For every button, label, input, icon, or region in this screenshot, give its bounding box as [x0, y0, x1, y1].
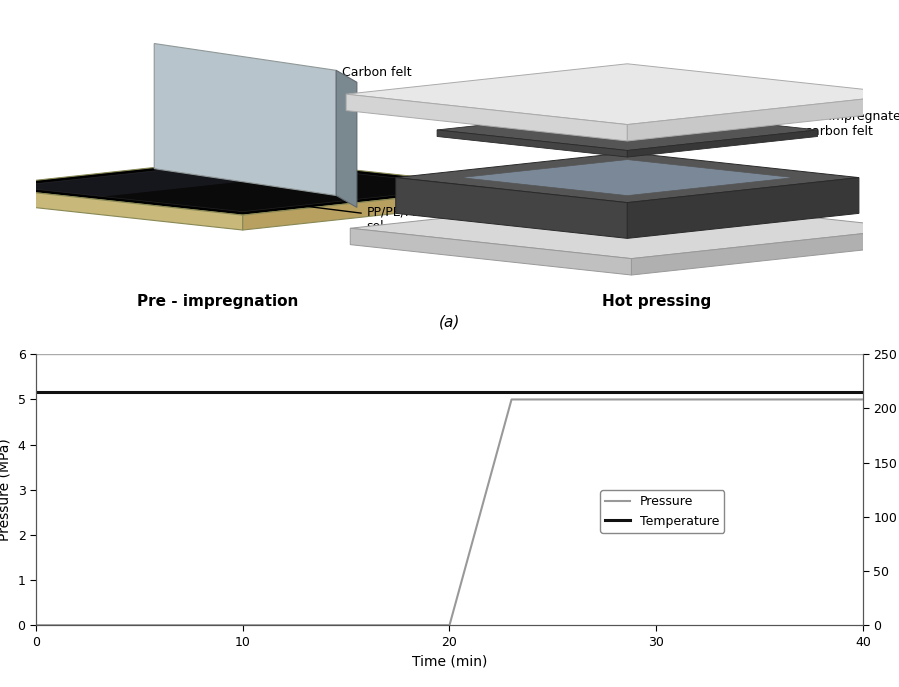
Polygon shape: [0, 158, 507, 215]
Pressure: [858, 395, 868, 403]
Polygon shape: [628, 130, 817, 157]
Text: Pre-impregnated
carbon felt: Pre-impregnated carbon felt: [708, 110, 899, 139]
Pressure: [506, 395, 517, 403]
Polygon shape: [628, 94, 899, 141]
Polygon shape: [336, 70, 357, 207]
Pressure: [31, 621, 41, 629]
Polygon shape: [346, 94, 628, 141]
Polygon shape: [631, 228, 899, 275]
Pressure: [444, 621, 455, 629]
Y-axis label: Pressure (MPa): Pressure (MPa): [0, 438, 12, 541]
Polygon shape: [628, 178, 859, 238]
Legend: Pressure, Temperature: Pressure, Temperature: [600, 491, 725, 532]
Polygon shape: [346, 64, 899, 124]
Polygon shape: [396, 178, 628, 238]
Polygon shape: [0, 187, 243, 230]
Text: Carbon felt: Carbon felt: [218, 66, 412, 95]
Polygon shape: [155, 43, 336, 196]
Polygon shape: [351, 198, 899, 258]
Polygon shape: [243, 187, 507, 230]
X-axis label: Time (min): Time (min): [412, 654, 487, 668]
Line: Pressure: Pressure: [36, 399, 863, 625]
Text: Hot pressing: Hot pressing: [601, 294, 711, 308]
Text: PP/PE/MWCNT
sol: PP/PE/MWCNT sol: [271, 200, 455, 234]
Polygon shape: [437, 109, 817, 150]
Polygon shape: [396, 153, 859, 203]
Polygon shape: [10, 161, 476, 212]
Polygon shape: [10, 161, 336, 196]
Polygon shape: [460, 159, 794, 196]
Text: Pre - impregnation: Pre - impregnation: [138, 294, 298, 308]
Polygon shape: [437, 130, 628, 157]
Text: (a): (a): [439, 315, 460, 330]
Polygon shape: [351, 228, 631, 275]
